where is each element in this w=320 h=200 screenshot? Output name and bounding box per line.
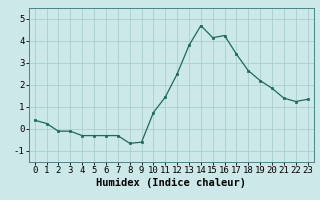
X-axis label: Humidex (Indice chaleur): Humidex (Indice chaleur) bbox=[96, 178, 246, 188]
